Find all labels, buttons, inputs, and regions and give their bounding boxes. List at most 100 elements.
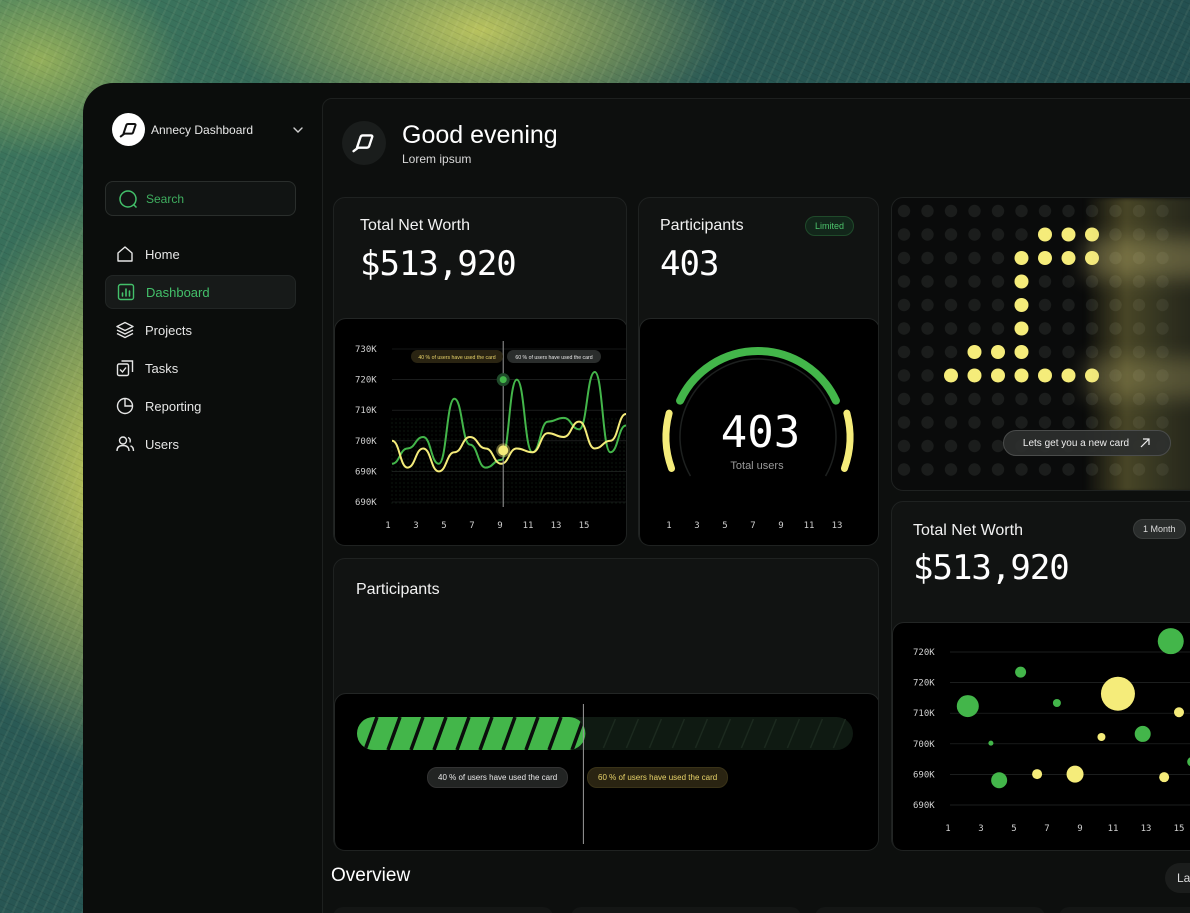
grid-dot xyxy=(439,474,441,476)
grid-dot xyxy=(551,418,553,420)
grid-dot xyxy=(595,474,597,476)
dot xyxy=(944,298,958,312)
period-badge[interactable]: 1 Month xyxy=(1133,519,1186,539)
grid-dot xyxy=(531,478,533,480)
dot xyxy=(968,439,981,453)
grid-dot xyxy=(527,478,529,480)
grid-dot xyxy=(407,458,409,460)
dot xyxy=(1062,204,1075,218)
grid-dot xyxy=(583,466,585,468)
sidebar-item-label: Projects xyxy=(145,322,192,338)
grid-dot xyxy=(467,422,469,424)
sidebar-item-home[interactable]: Home xyxy=(105,237,296,271)
grid-dot xyxy=(475,486,477,488)
sidebar-item-projects[interactable]: Projects xyxy=(105,313,296,347)
grid-dot xyxy=(607,502,609,504)
sidebar-item-dashboard[interactable]: Dashboard xyxy=(105,275,296,309)
participants-progress-card: Participants 40 % of users have used the… xyxy=(333,558,879,851)
scatter-point xyxy=(1100,676,1135,711)
grid-dot xyxy=(575,442,577,444)
brand[interactable]: Annecy Dashboard xyxy=(112,113,253,146)
sidebar-item-label: Users xyxy=(145,436,179,452)
grid-dot xyxy=(559,494,561,496)
grid-dot xyxy=(395,474,397,476)
grid-dot xyxy=(515,498,517,500)
grid-dot xyxy=(487,438,489,440)
grid-dot xyxy=(459,478,461,480)
search-input[interactable] xyxy=(146,191,286,206)
grid-dot xyxy=(463,490,465,492)
dot xyxy=(968,322,981,335)
grid-dot xyxy=(563,442,565,444)
dot xyxy=(921,416,934,429)
grid-dot xyxy=(591,422,593,424)
grid-dot xyxy=(619,482,621,484)
grid-dot xyxy=(479,486,481,488)
grid-dot xyxy=(563,430,565,432)
grid-dot xyxy=(435,486,437,488)
dot xyxy=(944,439,958,453)
dot-lit xyxy=(1014,368,1029,383)
grid-dot xyxy=(455,486,457,488)
progress-panel: 40 % of users have used the card 60 % of… xyxy=(334,693,878,850)
grid-dot xyxy=(503,434,505,436)
dot xyxy=(991,416,1005,429)
grid-dot xyxy=(419,426,421,428)
grid-dot xyxy=(559,466,561,468)
sidebar-item-users[interactable]: Users xyxy=(105,427,296,461)
grid-dot xyxy=(451,470,453,472)
grid-dot xyxy=(607,434,609,436)
grid-dot xyxy=(607,474,609,476)
grid-dot xyxy=(463,462,465,464)
grid-dot xyxy=(519,458,521,460)
grid-dot xyxy=(619,486,621,488)
grid-dot xyxy=(479,454,481,456)
grid-dot xyxy=(459,494,461,496)
grid-dot xyxy=(423,430,425,432)
grid-dot xyxy=(475,466,477,468)
overview-filter-button[interactable]: La xyxy=(1165,863,1190,893)
grid-dot xyxy=(475,502,477,504)
grid-dot xyxy=(503,478,505,480)
search-box[interactable] xyxy=(105,181,296,216)
grid-dot xyxy=(407,454,409,456)
grid-dot xyxy=(435,418,437,420)
grid-dot xyxy=(591,482,593,484)
grid-dot xyxy=(591,478,593,480)
grid-dot xyxy=(431,486,433,488)
grid-dot xyxy=(547,482,549,484)
grid-dot xyxy=(559,434,561,436)
grid-dot xyxy=(435,438,437,440)
grid-dot xyxy=(523,446,525,448)
grid-dot xyxy=(615,454,617,456)
grid-dot xyxy=(543,482,545,484)
grid-dot xyxy=(463,498,465,500)
grid-dot xyxy=(459,490,461,492)
grid-dot xyxy=(607,466,609,468)
grid-dot xyxy=(479,442,481,444)
grid-dot xyxy=(431,474,433,476)
grid-dot xyxy=(555,450,557,452)
grid-dot xyxy=(511,434,513,436)
sidebar-item-tasks[interactable]: Tasks xyxy=(105,351,296,385)
grid-dot xyxy=(407,426,409,428)
grid-dot xyxy=(599,442,601,444)
grid-dot xyxy=(447,498,449,500)
grid-dot xyxy=(583,494,585,496)
grid-dot xyxy=(579,502,581,504)
grid-dot xyxy=(499,430,501,432)
chevron-down-icon[interactable] xyxy=(291,123,305,137)
grid-dot xyxy=(523,466,525,468)
grid-dot xyxy=(487,482,489,484)
scatter-point xyxy=(1066,765,1084,783)
grid-dot xyxy=(499,466,501,468)
x-tick-label: 11 xyxy=(523,521,534,531)
grid-dot xyxy=(415,486,417,488)
new-card-button[interactable]: Lets get you a new card xyxy=(1003,430,1171,456)
grid-dot xyxy=(455,482,457,484)
grid-dot xyxy=(555,490,557,492)
card-title: Total Net Worth xyxy=(360,217,470,234)
sidebar-item-reporting[interactable]: Reporting xyxy=(105,389,296,423)
grid-dot xyxy=(431,482,433,484)
grid-dot xyxy=(407,434,409,436)
